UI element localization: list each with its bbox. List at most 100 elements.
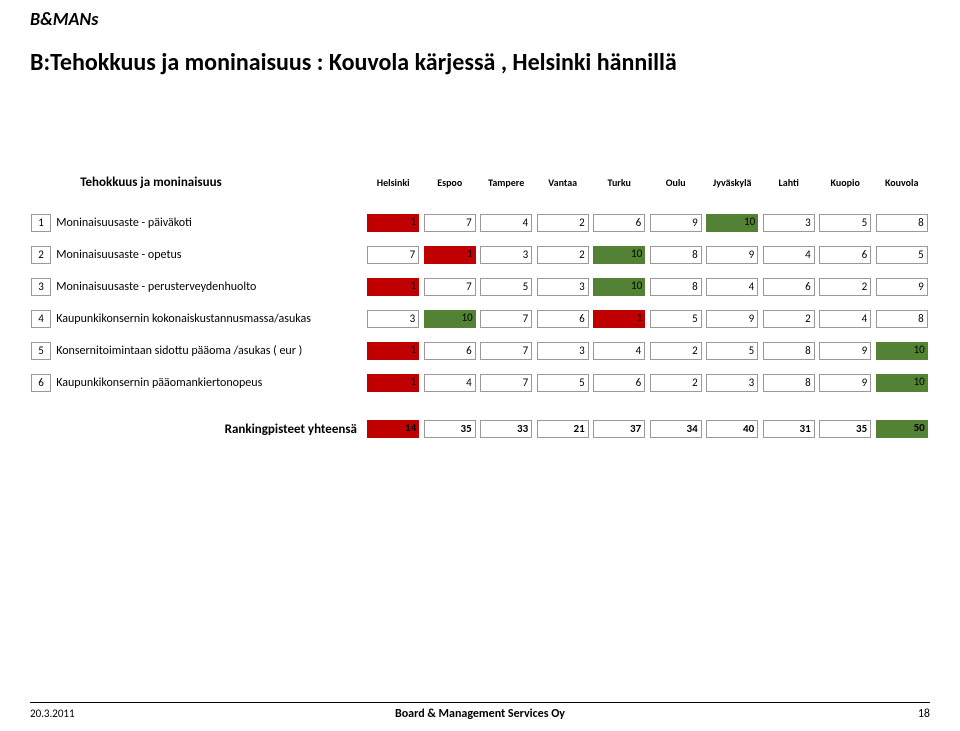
data-cell: 7 xyxy=(424,278,476,296)
table-row: 1Moninaisuusaste - päiväkoti17426910358 xyxy=(30,214,930,232)
data-cell: 7 xyxy=(480,310,532,328)
city-header: Turku xyxy=(591,175,648,200)
total-label: Rankingpisteet yhteensä xyxy=(52,406,365,438)
data-cell: 9 xyxy=(876,278,928,296)
total-cell: 35 xyxy=(424,420,476,438)
data-cell: 3 xyxy=(537,342,589,360)
data-cell: 5 xyxy=(650,310,702,328)
data-cell: 2 xyxy=(537,246,589,264)
data-cell: 8 xyxy=(763,342,815,360)
row-number: 3 xyxy=(31,278,51,296)
page-title: B:Tehokkuus ja moninaisuus : Kouvola kär… xyxy=(30,48,677,77)
row-number: 5 xyxy=(31,342,51,360)
data-cell: 3 xyxy=(367,310,419,328)
data-cell: 10 xyxy=(876,374,928,392)
city-header: Tampere xyxy=(478,175,535,200)
data-cell: 7 xyxy=(480,342,532,360)
data-cell: 10 xyxy=(706,214,758,232)
table-row: 3Moninaisuusaste - perusterveydenhuolto1… xyxy=(30,278,930,296)
data-cell: 9 xyxy=(650,214,702,232)
data-cell: 10 xyxy=(424,310,476,328)
footer: 20.3.2011 Board & Management Services Oy… xyxy=(30,702,930,721)
data-cell: 6 xyxy=(819,246,871,264)
logo: B&MANs xyxy=(30,8,98,30)
data-cell: 1 xyxy=(367,278,419,296)
data-cell: 5 xyxy=(819,214,871,232)
data-cell: 9 xyxy=(706,310,758,328)
city-header: Vantaa xyxy=(534,175,591,200)
table-row: 5Konsernitoimintaan sidottu pääoma /asuk… xyxy=(30,342,930,360)
total-cell: 50 xyxy=(876,420,928,438)
city-header: Oulu xyxy=(647,175,704,200)
city-header: Kouvola xyxy=(873,175,930,200)
data-cell: 5 xyxy=(537,374,589,392)
city-header: Helsinki xyxy=(365,175,422,200)
data-cell: 8 xyxy=(763,374,815,392)
data-cell: 3 xyxy=(763,214,815,232)
total-cell: 31 xyxy=(763,420,815,438)
data-cell: 5 xyxy=(480,278,532,296)
total-cell: 35 xyxy=(819,420,871,438)
data-cell: 3 xyxy=(537,278,589,296)
row-number: 4 xyxy=(31,310,51,328)
data-cell: 8 xyxy=(650,278,702,296)
data-cell: 4 xyxy=(819,310,871,328)
data-cell: 10 xyxy=(593,246,645,264)
row-label: Kaupunkikonsernin pääomankiertonopeus xyxy=(52,374,365,392)
data-cell: 9 xyxy=(706,246,758,264)
data-cell: 10 xyxy=(593,278,645,296)
row-label: Moninaisuusaste - perusterveydenhuolto xyxy=(52,278,365,296)
data-cell: 6 xyxy=(593,214,645,232)
data-cell: 9 xyxy=(819,342,871,360)
footer-date: 20.3.2011 xyxy=(30,707,75,721)
data-cell: 4 xyxy=(480,214,532,232)
data-cell: 4 xyxy=(706,278,758,296)
data-cell: 7 xyxy=(424,214,476,232)
row-label: Konsernitoimintaan sidottu pääoma /asuka… xyxy=(52,342,365,360)
ranking-table: Tehokkuus ja moninaisuusHelsinkiEspooTam… xyxy=(30,175,930,438)
data-cell: 1 xyxy=(593,310,645,328)
row-label: Kaupunkikonsernin kokonaiskustannusmassa… xyxy=(52,310,365,328)
logo-mans: MANs xyxy=(53,8,99,30)
data-cell: 1 xyxy=(367,342,419,360)
table-heading: Tehokkuus ja moninaisuus xyxy=(52,175,365,200)
data-cell: 2 xyxy=(650,374,702,392)
logo-b: B xyxy=(30,8,40,30)
data-cell: 1 xyxy=(367,214,419,232)
data-cell: 2 xyxy=(650,342,702,360)
data-cell: 2 xyxy=(819,278,871,296)
data-cell: 4 xyxy=(593,342,645,360)
data-cell: 8 xyxy=(876,214,928,232)
data-cell: 6 xyxy=(763,278,815,296)
table-row: 2Moninaisuusaste - opetus71321089465 xyxy=(30,246,930,264)
data-cell: 1 xyxy=(367,374,419,392)
data-cell: 10 xyxy=(876,342,928,360)
row-label: Moninaisuusaste - päiväkoti xyxy=(52,214,365,232)
data-cell: 5 xyxy=(876,246,928,264)
data-cell: 3 xyxy=(480,246,532,264)
data-cell: 5 xyxy=(706,342,758,360)
total-cell: 34 xyxy=(650,420,702,438)
data-cell: 7 xyxy=(367,246,419,264)
footer-page: 18 xyxy=(918,707,930,721)
city-header: Espoo xyxy=(421,175,478,200)
data-cell: 4 xyxy=(424,374,476,392)
data-cell: 7 xyxy=(480,374,532,392)
data-cell: 8 xyxy=(876,310,928,328)
total-cell: 33 xyxy=(480,420,532,438)
total-cell: 14 xyxy=(367,420,419,438)
row-number: 2 xyxy=(31,246,51,264)
data-cell: 9 xyxy=(819,374,871,392)
row-number: 1 xyxy=(31,214,51,232)
row-label: Moninaisuusaste - opetus xyxy=(52,246,365,264)
footer-company: Board & Management Services Oy xyxy=(395,707,565,721)
row-number: 6 xyxy=(31,374,51,392)
data-cell: 2 xyxy=(763,310,815,328)
city-header: Lahti xyxy=(760,175,817,200)
data-cell: 2 xyxy=(537,214,589,232)
total-cell: 37 xyxy=(593,420,645,438)
data-cell: 3 xyxy=(706,374,758,392)
table-row: 6Kaupunkikonsernin pääomankiertonopeus14… xyxy=(30,374,930,392)
total-cell: 40 xyxy=(706,420,758,438)
data-cell: 8 xyxy=(650,246,702,264)
